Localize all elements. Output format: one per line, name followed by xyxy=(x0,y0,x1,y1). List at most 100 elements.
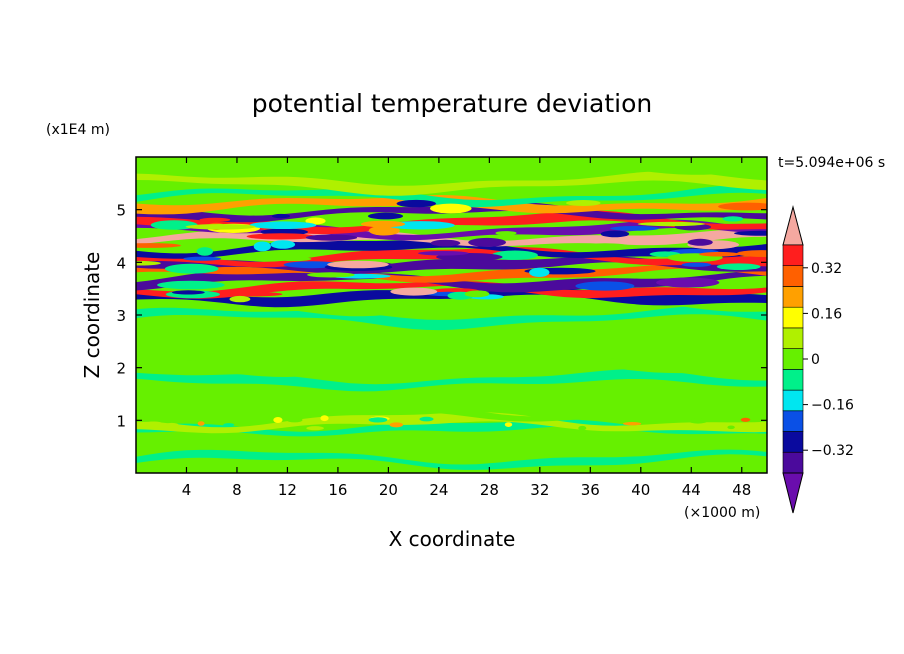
contour-patch xyxy=(566,200,601,206)
contour-patch xyxy=(136,243,181,248)
time-label: t=5.094e+06 s xyxy=(778,155,885,171)
y-tick-label: 5 xyxy=(116,202,126,220)
contour-band xyxy=(136,433,767,454)
contour-patch xyxy=(246,233,316,240)
colorbar-segment xyxy=(782,327,804,349)
contour-patch xyxy=(368,225,400,236)
x-axis: 4 8 12 16 20 24 28 32 36 40 44 48 xyxy=(182,157,751,499)
contour-patch xyxy=(157,280,225,290)
contour-patch xyxy=(419,416,434,422)
contour-patch xyxy=(575,281,635,291)
contour-patch xyxy=(367,212,404,220)
colorbar-segment xyxy=(782,348,804,370)
contour-patch xyxy=(390,287,438,296)
contour-patch xyxy=(529,267,550,277)
x-tick-label: 32 xyxy=(530,481,549,499)
x-tick-label: 16 xyxy=(328,481,347,499)
colorbar-top-arrow xyxy=(782,205,804,246)
x-tick-label: 8 xyxy=(232,481,242,499)
contour-band xyxy=(136,184,767,208)
contour-patch xyxy=(171,290,205,295)
colorbar-tick-label: −0.16 xyxy=(811,398,854,414)
contour-patch xyxy=(273,417,283,423)
contour-patch xyxy=(727,425,735,430)
contour-patch xyxy=(327,260,389,269)
contour-patch xyxy=(136,260,161,266)
contour-patch xyxy=(718,202,767,211)
contour-band xyxy=(136,339,767,361)
contour-patch xyxy=(212,291,283,297)
contour-patch xyxy=(196,247,213,256)
contour-patch xyxy=(396,199,436,208)
contour-patch xyxy=(164,263,219,274)
contour-patch xyxy=(578,425,587,431)
contour-patch xyxy=(734,230,767,236)
contour-patch xyxy=(504,422,513,427)
colorbar-segment xyxy=(782,244,804,267)
y-tick-label: 2 xyxy=(116,360,126,378)
contour-patch xyxy=(579,243,631,250)
contour-patch xyxy=(699,251,740,257)
contour-band xyxy=(136,412,767,434)
contour-band xyxy=(136,324,767,343)
y-tick-label: 4 xyxy=(116,254,126,272)
contour-band xyxy=(136,158,767,178)
contour-patch xyxy=(687,238,713,246)
contour-patch xyxy=(146,421,162,425)
contour-patch xyxy=(270,240,296,249)
colorbar-segment xyxy=(782,265,804,287)
contour-patch xyxy=(185,224,256,230)
contour-patch xyxy=(305,217,326,225)
colorbar-tick-label: 0.16 xyxy=(811,306,842,322)
x-tick-label: 12 xyxy=(278,481,297,499)
contour-patch xyxy=(623,422,642,426)
colorbar-tick-label: −0.32 xyxy=(811,443,854,459)
contour-band xyxy=(136,402,767,423)
contour-patch xyxy=(197,421,205,426)
contour-patch xyxy=(656,277,720,288)
contour-patch xyxy=(229,295,251,303)
contour-patch xyxy=(430,203,472,214)
contour-band xyxy=(136,449,767,470)
contour-patch xyxy=(286,417,303,423)
x-tick-label: 4 xyxy=(182,481,192,499)
colorbar-segment xyxy=(782,389,804,412)
contour-patch xyxy=(430,239,461,247)
contour-patch xyxy=(320,415,329,422)
x-tick-label: 20 xyxy=(379,481,398,499)
contour-patch xyxy=(306,426,324,431)
contour-patch xyxy=(716,263,761,271)
contour-patch xyxy=(740,417,751,422)
colorbar-segment xyxy=(782,431,804,453)
contour-band xyxy=(136,171,767,196)
x-axis-label: X coordinate xyxy=(389,527,516,551)
colorbar-tick-label: 0 xyxy=(811,352,820,368)
contour-patch xyxy=(637,221,705,227)
contour-patch xyxy=(253,241,271,252)
colorbar-tick-label: 0.32 xyxy=(811,261,842,277)
contour-band xyxy=(136,281,767,299)
contour-patches xyxy=(136,199,767,431)
colorbar-segment xyxy=(782,451,804,474)
contour-patch xyxy=(360,220,406,228)
contour-band xyxy=(136,386,767,406)
y-tick-label: 3 xyxy=(116,307,126,325)
contour-patch xyxy=(307,272,355,278)
contour-patch xyxy=(389,422,403,428)
y-axis-label: Z coordinate xyxy=(80,252,104,379)
contour-patch xyxy=(272,213,290,219)
contour-patch xyxy=(249,221,317,229)
contour-patch xyxy=(368,417,388,423)
contour-band xyxy=(136,369,767,392)
x-tick-label: 44 xyxy=(682,481,701,499)
contour-patch xyxy=(491,250,538,260)
y-axis: 1 2 3 4 5 xyxy=(116,202,767,430)
x-tick-label: 36 xyxy=(581,481,600,499)
contour-patch xyxy=(681,262,712,267)
contour-patch xyxy=(610,226,659,231)
x-tick-label: 40 xyxy=(631,481,650,499)
x-tick-label: 48 xyxy=(732,481,751,499)
contour-patch xyxy=(600,230,630,238)
colorbar-segment xyxy=(782,306,804,329)
